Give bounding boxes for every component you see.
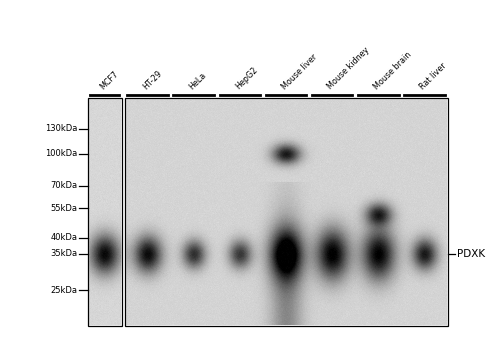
Text: Rat liver: Rat liver <box>418 61 448 91</box>
Text: PDXK: PDXK <box>456 249 484 259</box>
Text: Mouse kidney: Mouse kidney <box>326 46 372 91</box>
Text: Mouse brain: Mouse brain <box>372 50 413 91</box>
Text: 35kDa: 35kDa <box>50 249 78 258</box>
Text: 25kDa: 25kDa <box>50 286 78 295</box>
Text: Mouse liver: Mouse liver <box>280 52 318 91</box>
Text: 40kDa: 40kDa <box>50 233 78 243</box>
Text: 130kDa: 130kDa <box>45 124 78 133</box>
Bar <box>88 98 122 326</box>
Bar <box>124 98 448 326</box>
Text: 100kDa: 100kDa <box>45 149 78 158</box>
Text: 70kDa: 70kDa <box>50 181 78 190</box>
Text: 55kDa: 55kDa <box>50 204 78 213</box>
Text: MCF7: MCF7 <box>98 69 120 91</box>
Text: HT-29: HT-29 <box>141 68 164 91</box>
Text: HepG2: HepG2 <box>234 65 259 91</box>
Text: HeLa: HeLa <box>188 70 208 91</box>
